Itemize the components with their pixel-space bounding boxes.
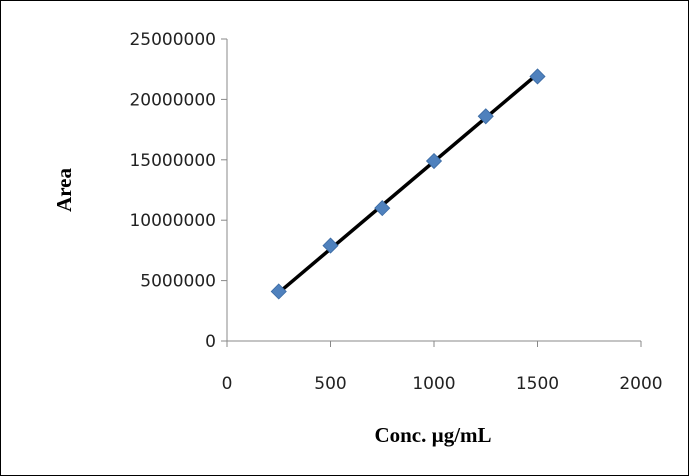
x-axis-title: Conc. µg/mL [374,423,491,447]
y-axis-title: Area [52,168,76,212]
y-tick-label: 25000000 [129,30,216,50]
x-tick-label: 1500 [516,374,559,394]
y-tick-label: 5000000 [140,272,216,292]
data-point [529,68,546,85]
data-point [322,237,339,254]
linear-trendline [277,72,539,295]
x-tick-label: 0 [222,374,233,394]
y-tick-label: 15000000 [129,151,216,171]
x-axis-ticks: 0 500 1000 1500 2000 [222,341,663,394]
x-tick-label: 500 [314,374,346,394]
x-tick-label: 2000 [619,374,662,394]
y-tick-label: 10000000 [129,211,216,231]
trendline-group [277,72,539,295]
data-points [270,68,546,300]
y-axis-ticks: 0 5000000 10000000 15000000 20000000 25000000 [129,30,227,352]
y-tick-label: 20000000 [129,90,216,110]
axes [226,39,641,342]
data-point [270,283,287,300]
x-tick-label: 1000 [412,374,455,394]
data-point [374,200,391,217]
data-point [425,152,443,170]
y-tick-label: 0 [205,332,216,352]
data-point [477,108,494,125]
